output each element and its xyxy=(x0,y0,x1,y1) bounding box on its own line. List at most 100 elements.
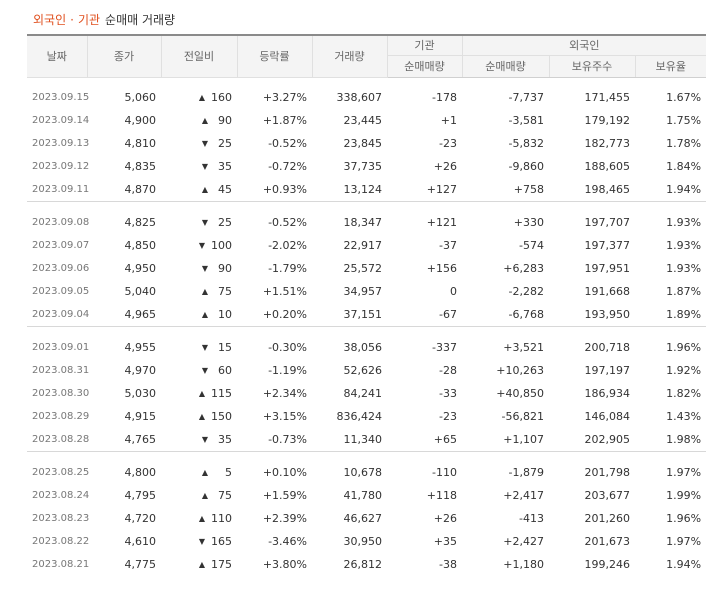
cell-date: 2023.08.31 xyxy=(32,365,90,376)
arrow-down-icon: ▼ xyxy=(201,434,208,444)
change-value: 110 xyxy=(211,512,232,525)
cell-close: 5,030 xyxy=(124,387,157,400)
cell-foreign-ratio: 1.87% xyxy=(666,285,702,298)
cell-foreign-ratio: 1.96% xyxy=(666,341,702,354)
arrow-down-icon: ▼ xyxy=(201,218,208,227)
change-value: 35 xyxy=(218,160,232,173)
cell-date: 2023.09.04 xyxy=(32,308,90,320)
cell-rate: +1.51% xyxy=(262,285,307,298)
cell-close: 4,610 xyxy=(124,535,157,548)
cell-date: 2023.08.30 xyxy=(32,388,90,399)
cell-date: 2023.09.12 xyxy=(32,161,90,172)
cell-foreign-hold: 201,673 xyxy=(584,535,631,548)
arrow-up-icon: ▲ xyxy=(198,389,205,398)
cell-close: 4,915 xyxy=(124,410,157,423)
change-value: 25 xyxy=(218,137,232,150)
cell-foreign-hold: 197,707 xyxy=(584,216,631,229)
caption-net-volume: 순매매 거래량 xyxy=(105,13,176,27)
cell-foreign-net: +2,417 xyxy=(503,489,544,502)
arrow-up-icon: ▲ xyxy=(201,184,208,194)
cell-close: 4,950 xyxy=(124,262,157,275)
cell-foreign-net: -7,737 xyxy=(508,91,544,104)
cell-close: 4,835 xyxy=(124,160,157,173)
cell-volume: 18,347 xyxy=(343,216,383,229)
cell-foreign-ratio: 1.75% xyxy=(666,114,702,127)
cell-inst-net: -67 xyxy=(439,307,457,321)
cell-date: 2023.09.07 xyxy=(32,240,90,251)
cell-change: ▼ 165 xyxy=(161,530,237,553)
arrow-down-icon: ▼ xyxy=(198,537,205,546)
cell-change: ▲ 75 xyxy=(161,280,237,303)
change-value: 115 xyxy=(211,387,232,400)
cell-foreign-ratio: 1.78% xyxy=(666,137,702,150)
arrow-up-icon: ▲ xyxy=(198,560,205,569)
cell-foreign-hold: 201,798 xyxy=(584,466,631,479)
cell-change: ▲ 150 xyxy=(161,405,237,428)
table-row: 2023.08.22 4,610 ▼ 165 -3.46% 30,950 +35 +2,427… xyxy=(27,530,706,553)
cell-rate: -0.30% xyxy=(268,341,307,354)
caption-dot: · xyxy=(70,13,74,27)
cell-date: 2023.09.11 xyxy=(32,183,90,195)
cell-foreign-net: +330 xyxy=(513,216,544,229)
arrow-up-icon: ▲ xyxy=(198,412,205,421)
cell-inst-net: -178 xyxy=(432,91,457,104)
cell-volume: 37,151 xyxy=(343,307,383,321)
cell-foreign-ratio: 1.67% xyxy=(666,91,702,104)
cell-close: 4,850 xyxy=(124,239,157,252)
col-header-close: 종가 xyxy=(87,34,162,78)
table-body: 2023.09.15 5,060 ▲ 160 +3.27% 338,607 -178 -7,7… xyxy=(27,77,707,576)
cell-volume: 30,950 xyxy=(343,535,383,548)
cell-rate: +0.10% xyxy=(262,466,307,479)
arrow-up-icon: ▲ xyxy=(201,491,208,500)
cell-rate: +0.93% xyxy=(262,182,307,196)
cell-rate: -2.02% xyxy=(268,239,307,252)
cell-close: 5,040 xyxy=(124,285,157,298)
cell-date: 2023.08.23 xyxy=(32,513,90,524)
cell-close: 4,765 xyxy=(124,432,157,446)
cell-rate: +1.59% xyxy=(262,489,307,502)
table-row: 2023.09.12 4,835 ▼ 35 -0.72% 37,735 +26 -9,860 1… xyxy=(27,155,706,178)
cell-foreign-hold: 201,260 xyxy=(584,512,631,525)
cell-volume: 22,917 xyxy=(343,239,383,252)
cell-foreign-net: -574 xyxy=(519,239,544,252)
cell-date: 2023.08.21 xyxy=(32,559,90,570)
cell-rate: -1.19% xyxy=(268,364,307,377)
cell-rate: -0.52% xyxy=(268,216,307,229)
cell-foreign-ratio: 1.92% xyxy=(666,364,702,377)
caption-foreigner: 외국인 xyxy=(33,13,67,27)
cell-date: 2023.09.06 xyxy=(32,263,90,274)
cell-close: 4,955 xyxy=(124,341,157,354)
cell-foreign-net: -56,821 xyxy=(501,410,544,423)
cell-date: 2023.08.24 xyxy=(32,490,90,501)
cell-inst-net: +156 xyxy=(426,262,457,275)
cell-foreign-hold: 203,677 xyxy=(584,489,631,502)
col-header-rate: 등락률 xyxy=(237,34,313,78)
cell-date: 2023.09.14 xyxy=(32,115,90,126)
change-value: 45 xyxy=(218,182,232,196)
cell-change: ▼ 25 xyxy=(161,132,237,155)
cell-foreign-hold: 179,192 xyxy=(584,114,631,127)
change-value: 35 xyxy=(218,432,232,446)
change-value: 75 xyxy=(218,489,232,502)
table-row: 2023.08.21 4,775 ▲ 175 +3.80% 26,812 -38 +1,180… xyxy=(27,553,706,576)
cell-foreign-net: -6,768 xyxy=(508,307,544,321)
cell-foreign-ratio: 1.84% xyxy=(666,160,702,173)
table-row: 2023.09.04 4,965 ▲ 10 +0.20% 37,151 -67 -6,768 1… xyxy=(27,303,706,326)
cell-date: 2023.08.28 xyxy=(32,433,90,445)
table-row: 2023.09.07 4,850 ▼ 100 -2.02% 22,917 -37 -574 19… xyxy=(27,234,706,257)
col-header-institution: 기관 xyxy=(387,34,463,56)
cell-foreign-hold: 197,377 xyxy=(584,239,631,252)
cell-inst-net: -23 xyxy=(439,410,457,423)
col-header-foreign-hold: 보유주수 xyxy=(549,55,636,78)
cell-foreign-ratio: 1.89% xyxy=(666,307,702,321)
cell-foreign-net: -1,879 xyxy=(508,466,544,479)
group-separator xyxy=(27,450,707,461)
cell-date: 2023.08.29 xyxy=(32,411,90,422)
cell-date: 2023.09.13 xyxy=(32,138,90,149)
cell-foreign-ratio: 1.96% xyxy=(666,512,702,525)
cell-inst-net: -337 xyxy=(432,341,457,354)
cell-close: 4,965 xyxy=(124,307,157,321)
cell-foreign-hold: 199,246 xyxy=(584,558,631,571)
table-row: 2023.08.23 4,720 ▲ 110 +2.39% 46,627 +26 -413 20… xyxy=(27,507,706,530)
change-value: 90 xyxy=(218,114,232,127)
